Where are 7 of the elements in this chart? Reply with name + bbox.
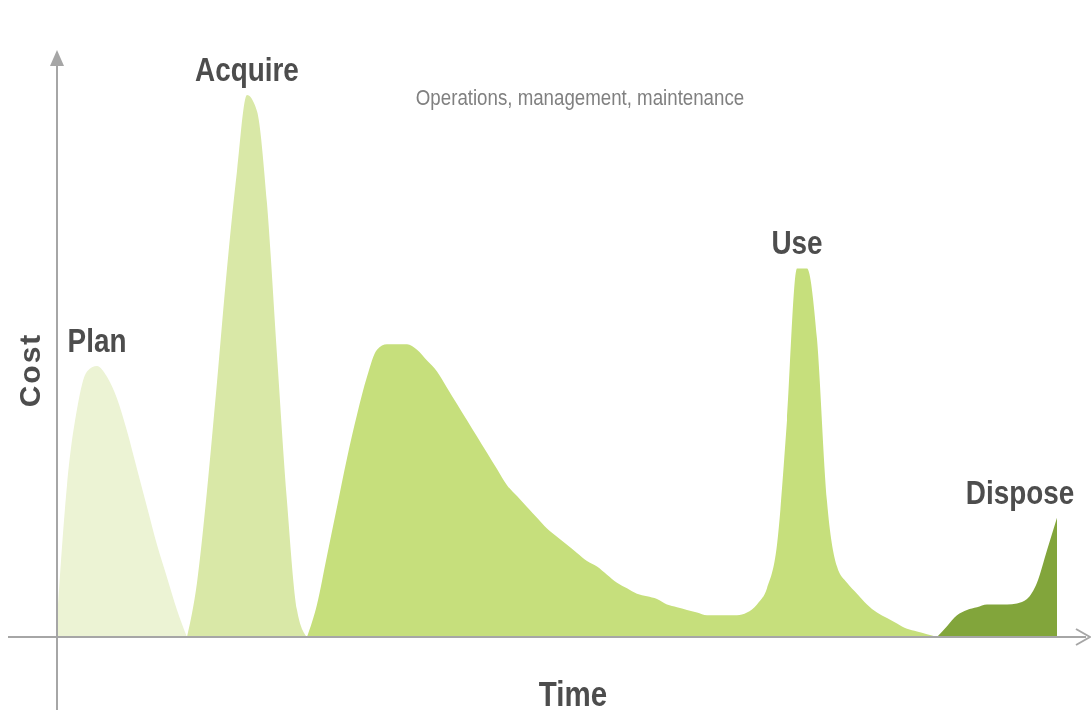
series-label: Use — [771, 223, 823, 263]
series-label: Dispose — [965, 473, 1075, 512]
series-label: Acquire — [195, 50, 299, 89]
y-axis-title: Cost — [13, 332, 46, 408]
x-axis-title: Time — [538, 673, 608, 711]
series-label: Plan — [67, 321, 127, 360]
annotation: Operations, management, maintenance — [415, 85, 745, 110]
